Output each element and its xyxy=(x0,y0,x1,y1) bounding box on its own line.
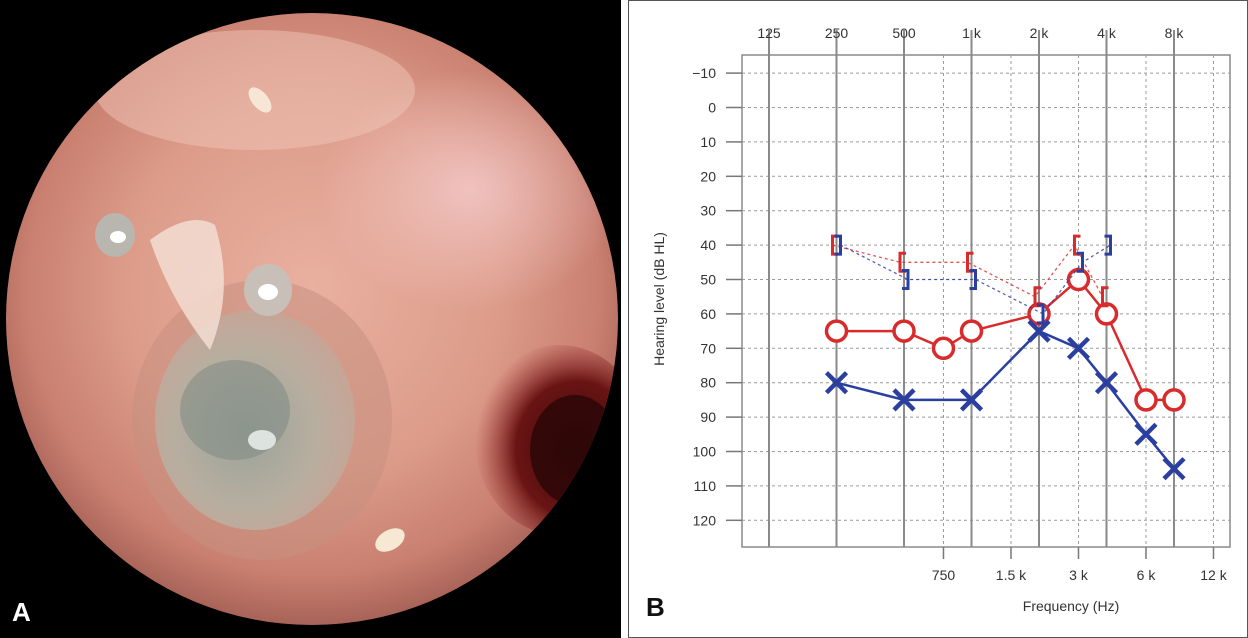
air-conduction-left-marker xyxy=(892,388,916,412)
air-conduction-right-marker xyxy=(959,319,984,343)
y-tick-label: 70 xyxy=(700,340,716,356)
air-conduction-left-marker xyxy=(1134,422,1158,446)
x-axis-label: Frequency (Hz) xyxy=(1023,598,1119,614)
bone-conduction-left-marker xyxy=(834,234,842,256)
bone-conduction-left-marker xyxy=(902,269,910,290)
otoscopy-photo: A xyxy=(0,0,621,638)
series-line xyxy=(836,277,1174,402)
bottom-frequency-label: 12 k xyxy=(1200,567,1227,583)
top-frequency-label: 1 k xyxy=(962,25,982,41)
top-frequency-label: 4 k xyxy=(1097,25,1117,41)
bone-conduction-left-marker xyxy=(969,269,977,290)
air-conduction-right-marker xyxy=(824,319,849,343)
top-frequency-label: 2 k xyxy=(1030,25,1050,41)
y-tick-label: 120 xyxy=(693,512,717,528)
bottom-frequency-label: 6 k xyxy=(1137,567,1157,583)
y-tick-label: 100 xyxy=(693,444,717,460)
air-conduction-left-marker xyxy=(1027,319,1051,343)
tympanic-membrane-image xyxy=(6,13,618,625)
y-tick-label: 90 xyxy=(700,409,716,425)
y-tick-label: 20 xyxy=(700,168,716,184)
top-frequency-label: 500 xyxy=(892,25,916,41)
top-frequency-label: 8 k xyxy=(1165,25,1185,41)
bone-conduction-left-marker xyxy=(1037,303,1045,325)
bottom-frequency-label: 750 xyxy=(932,567,956,583)
bone-conduction-left-marker xyxy=(1104,234,1112,256)
chart-grid xyxy=(741,30,1231,548)
air-conduction-left-marker xyxy=(1162,457,1186,481)
top-frequency-label: 250 xyxy=(825,25,849,41)
y-tick-label: 60 xyxy=(700,306,716,322)
bottom-frequency-label: 1.5 k xyxy=(996,567,1027,583)
y-tick-label: 30 xyxy=(700,203,716,219)
air-conduction-left-marker xyxy=(1066,336,1091,360)
air-conduction-right-marker xyxy=(931,336,956,361)
air-conduction-right-marker xyxy=(1094,302,1119,326)
series-line xyxy=(840,244,1111,315)
y-tick-label: 40 xyxy=(700,237,716,253)
audiogram-panel xyxy=(628,0,1248,638)
air-conduction-left-marker xyxy=(1094,371,1119,395)
plot-frame xyxy=(741,54,1231,548)
y-tick-label: 110 xyxy=(694,478,717,494)
air-conduction-left-marker xyxy=(824,371,849,395)
y-tick-label: 10 xyxy=(700,134,716,150)
chart-axes: −10 0 10 20 30 40 50 60 70 80 90 100 110 120 125 250 500… xyxy=(692,25,1227,583)
air-conduction-right-marker xyxy=(1134,388,1158,412)
bone-conduction-right-marker xyxy=(1101,286,1109,308)
panel-b-label: B xyxy=(646,592,665,622)
y-tick-label: 0 xyxy=(708,100,716,116)
bone-conduction-left-marker xyxy=(1076,251,1084,273)
air-conduction-right-marker xyxy=(892,319,916,343)
y-tick-label: 50 xyxy=(700,272,716,288)
y-axis-label: Hearing level (dB HL) xyxy=(651,232,667,366)
chart-series xyxy=(824,234,1186,481)
series-line xyxy=(832,243,1104,298)
y-tick-label: −10 xyxy=(692,65,716,81)
bottom-frequency-label: 3 k xyxy=(1069,567,1089,583)
y-tick-label: 80 xyxy=(700,375,716,391)
air-conduction-right-marker xyxy=(1066,267,1091,292)
panel-a-label: A xyxy=(12,597,31,627)
air-conduction-left-marker xyxy=(959,388,984,412)
air-conduction-right-marker xyxy=(1162,388,1186,412)
top-frequency-label: 125 xyxy=(757,25,781,41)
